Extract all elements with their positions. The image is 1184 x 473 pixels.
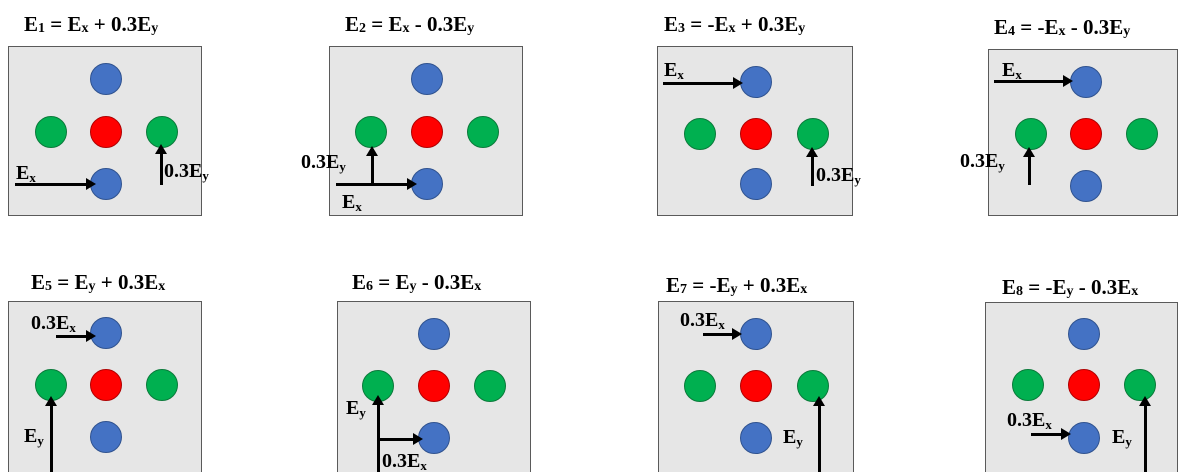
blue-atom — [740, 318, 772, 350]
blue-atom — [418, 318, 450, 350]
red-atom — [740, 370, 772, 402]
blue-atom — [90, 63, 122, 95]
ey-arrow — [155, 144, 167, 185]
arrow-label: 0.3Ey — [816, 164, 861, 187]
blue-atom — [740, 168, 772, 200]
red-atom — [411, 116, 443, 148]
green-atom — [355, 116, 387, 148]
green-atom — [35, 369, 67, 401]
arrow-label: 0.3Ex — [680, 309, 725, 332]
green-atom — [1012, 369, 1044, 401]
arrow-label: Ey — [1112, 426, 1132, 449]
green-atom — [467, 116, 499, 148]
ex-arrow — [336, 178, 417, 190]
red-atom — [90, 116, 122, 148]
panel-title: E5 = Ey + 0.3Ex — [31, 270, 166, 294]
ey-arrow — [372, 395, 384, 472]
green-atom — [146, 369, 178, 401]
arrow-label: 0.3Ey — [301, 151, 346, 174]
arrow-label: Ex — [1002, 59, 1022, 82]
arrow-label: 0.3Ex — [31, 312, 76, 335]
green-atom — [797, 118, 829, 150]
blue-atom — [1070, 170, 1102, 202]
blue-atom — [90, 421, 122, 453]
ex-arrow — [56, 330, 96, 342]
green-atom — [35, 116, 67, 148]
blue-atom — [740, 66, 772, 98]
ey-arrow — [813, 396, 825, 472]
green-atom — [1124, 369, 1156, 401]
red-atom — [1070, 118, 1102, 150]
arrow-label: Ey — [346, 397, 366, 420]
panel-title: E3 = -Ex + 0.3Ey — [664, 12, 806, 36]
blue-atom — [740, 422, 772, 454]
ey-arrow — [1023, 147, 1035, 185]
arrow-label: 0.3Ey — [164, 160, 209, 183]
ex-arrow — [1031, 428, 1071, 440]
arrow-label: Ey — [783, 426, 803, 449]
ey-arrow — [366, 146, 378, 184]
panel-title: E8 = -Ey - 0.3Ex — [1002, 275, 1139, 299]
red-atom — [1068, 369, 1100, 401]
ex-arrow — [703, 328, 742, 340]
panel-title: E7 = -Ey + 0.3Ex — [666, 273, 808, 297]
blue-atom — [1070, 66, 1102, 98]
ex-arrow — [15, 178, 96, 190]
green-atom — [146, 116, 178, 148]
ey-arrow — [806, 147, 818, 186]
arrow-label: Ex — [342, 191, 362, 214]
blue-atom — [411, 63, 443, 95]
ey-arrow — [45, 396, 57, 472]
green-atom — [1126, 118, 1158, 150]
arrow-label: Ex — [16, 162, 36, 185]
red-atom — [740, 118, 772, 150]
arrow-label: 0.3Ex — [1007, 409, 1052, 432]
arrow-label: 0.3Ex — [382, 450, 427, 473]
arrow-label: Ex — [664, 59, 684, 82]
ex-arrow — [994, 75, 1073, 87]
red-atom — [418, 370, 450, 402]
arrow-label: 0.3Ey — [960, 150, 1005, 173]
panel-title: E2 = Ex - 0.3Ey — [345, 12, 475, 36]
red-atom — [90, 369, 122, 401]
panel-title: E4 = -Ex - 0.3Ey — [994, 15, 1131, 39]
ex-arrow — [663, 77, 743, 89]
ey-arrow — [1139, 396, 1151, 472]
blue-atom — [1068, 422, 1100, 454]
panel-title: E6 = Ey - 0.3Ex — [352, 270, 482, 294]
panel-title: E1 = Ex + 0.3Ey — [24, 12, 159, 36]
green-atom — [1015, 118, 1047, 150]
green-atom — [684, 118, 716, 150]
ex-arrow — [379, 433, 423, 445]
arrow-label: Ey — [24, 425, 44, 448]
green-atom — [684, 370, 716, 402]
blue-atom — [1068, 318, 1100, 350]
green-atom — [474, 370, 506, 402]
